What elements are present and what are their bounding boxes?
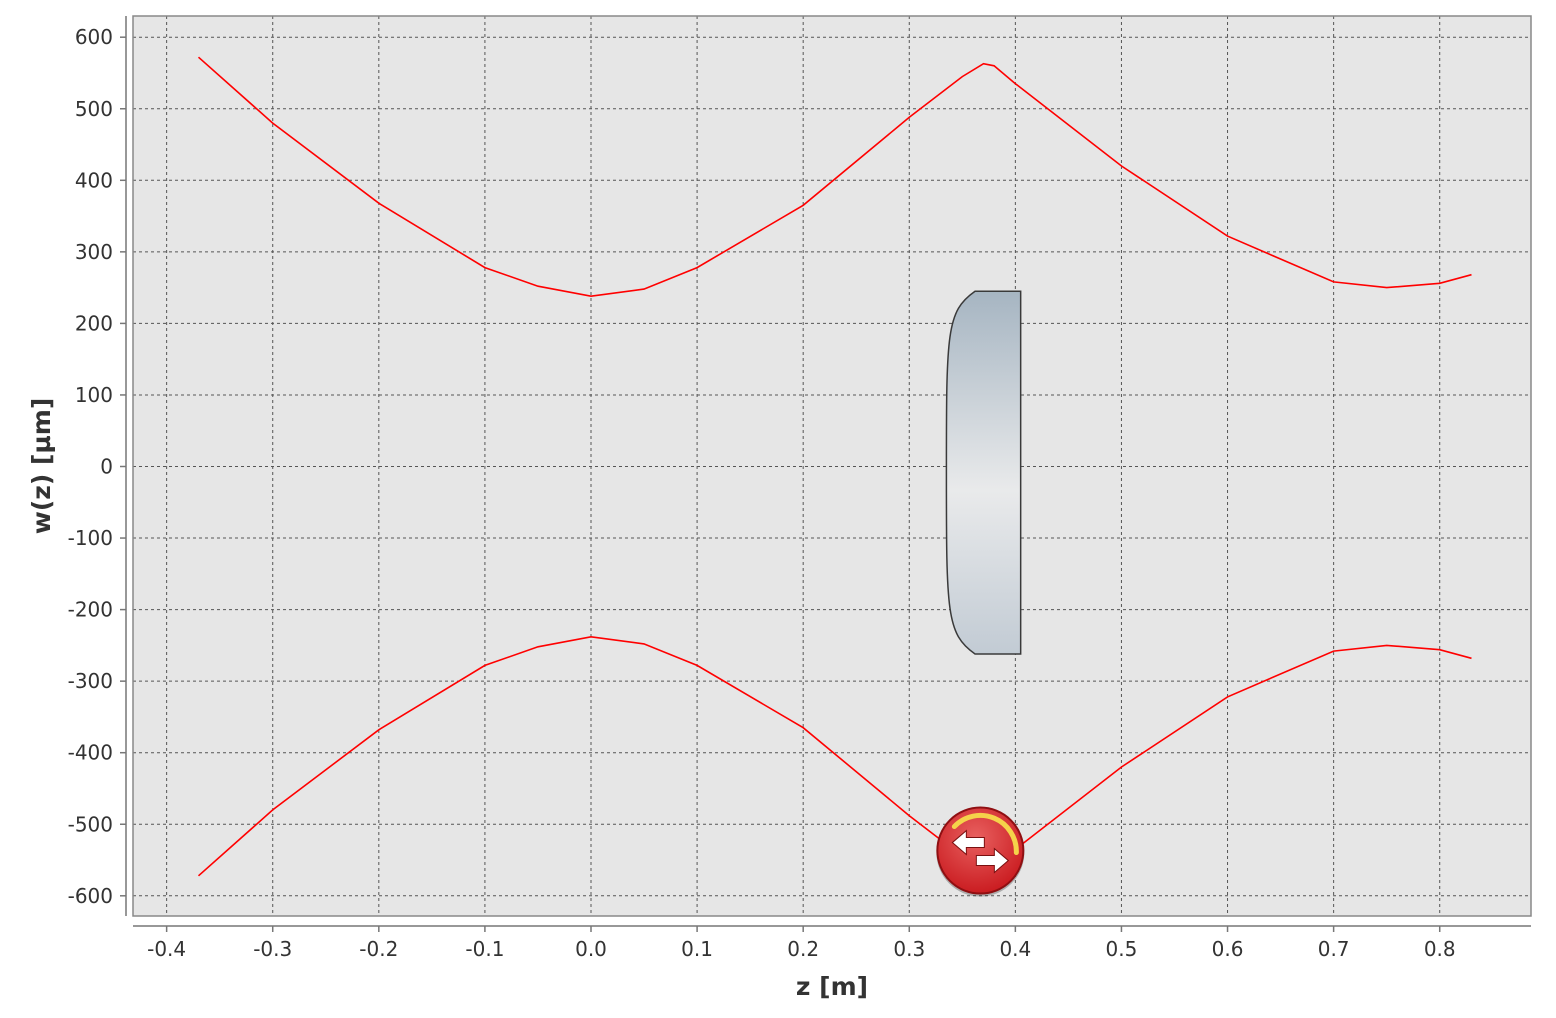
x-tick-label: 0.6 [1212, 937, 1244, 961]
y-axis-title: w(z) [µm] [27, 398, 56, 535]
y-tick-label: 500 [75, 97, 113, 121]
x-tick-label: 0.4 [999, 937, 1031, 961]
x-tick-label: 0.0 [575, 937, 607, 961]
y-tick-label: -300 [68, 669, 113, 693]
grid [133, 16, 1531, 916]
y-tick-label: 400 [75, 168, 113, 192]
y-tick-label: 300 [75, 240, 113, 264]
y-tick-label: -100 [68, 526, 113, 550]
lens [945, 290, 1022, 655]
x-tick-label: -0.2 [359, 937, 398, 961]
beam-upper-line [197, 56, 1472, 298]
plot-border [132, 15, 1532, 917]
y-tick-label: -400 [68, 741, 113, 765]
x-tick-label: 0.1 [681, 937, 713, 961]
y-tick-label: 100 [75, 383, 113, 407]
marker-disc[interactable] [936, 806, 1025, 895]
marker-highlight [951, 812, 1019, 856]
y-tick-label: 0 [100, 455, 113, 479]
x-tick-label: -0.3 [253, 937, 292, 961]
swap-control-icon[interactable] [936, 806, 1025, 897]
x-tick-label: 0.8 [1424, 937, 1456, 961]
x-tick-label: -0.4 [147, 937, 186, 961]
arrow-left-icon [951, 829, 985, 856]
y-tick-label: -600 [68, 884, 113, 908]
y-tick-label: 600 [75, 25, 113, 49]
x-tick-label: -0.1 [465, 937, 504, 961]
x-axis-title: z [m] [796, 972, 868, 1001]
ticks: -0.4 -0.3 -0.2 -0.1 0.0 0.1 0.2 0.3 0.4 0.5 0.6 0.7… [68, 25, 1456, 961]
x-tick-label: 0.7 [1318, 937, 1350, 961]
lens-shape [945, 290, 1022, 655]
arrow-right-icon [975, 847, 1010, 874]
series [197, 56, 1472, 877]
beam-lower-line [197, 635, 1472, 877]
x-tick-label: 0.3 [893, 937, 925, 961]
y-tick-label: 200 [75, 311, 113, 335]
x-tick-label: 0.5 [1106, 937, 1138, 961]
x-tick-label: 0.2 [787, 937, 819, 961]
y-tick-label: -200 [68, 598, 113, 622]
y-tick-label: -500 [68, 812, 113, 836]
